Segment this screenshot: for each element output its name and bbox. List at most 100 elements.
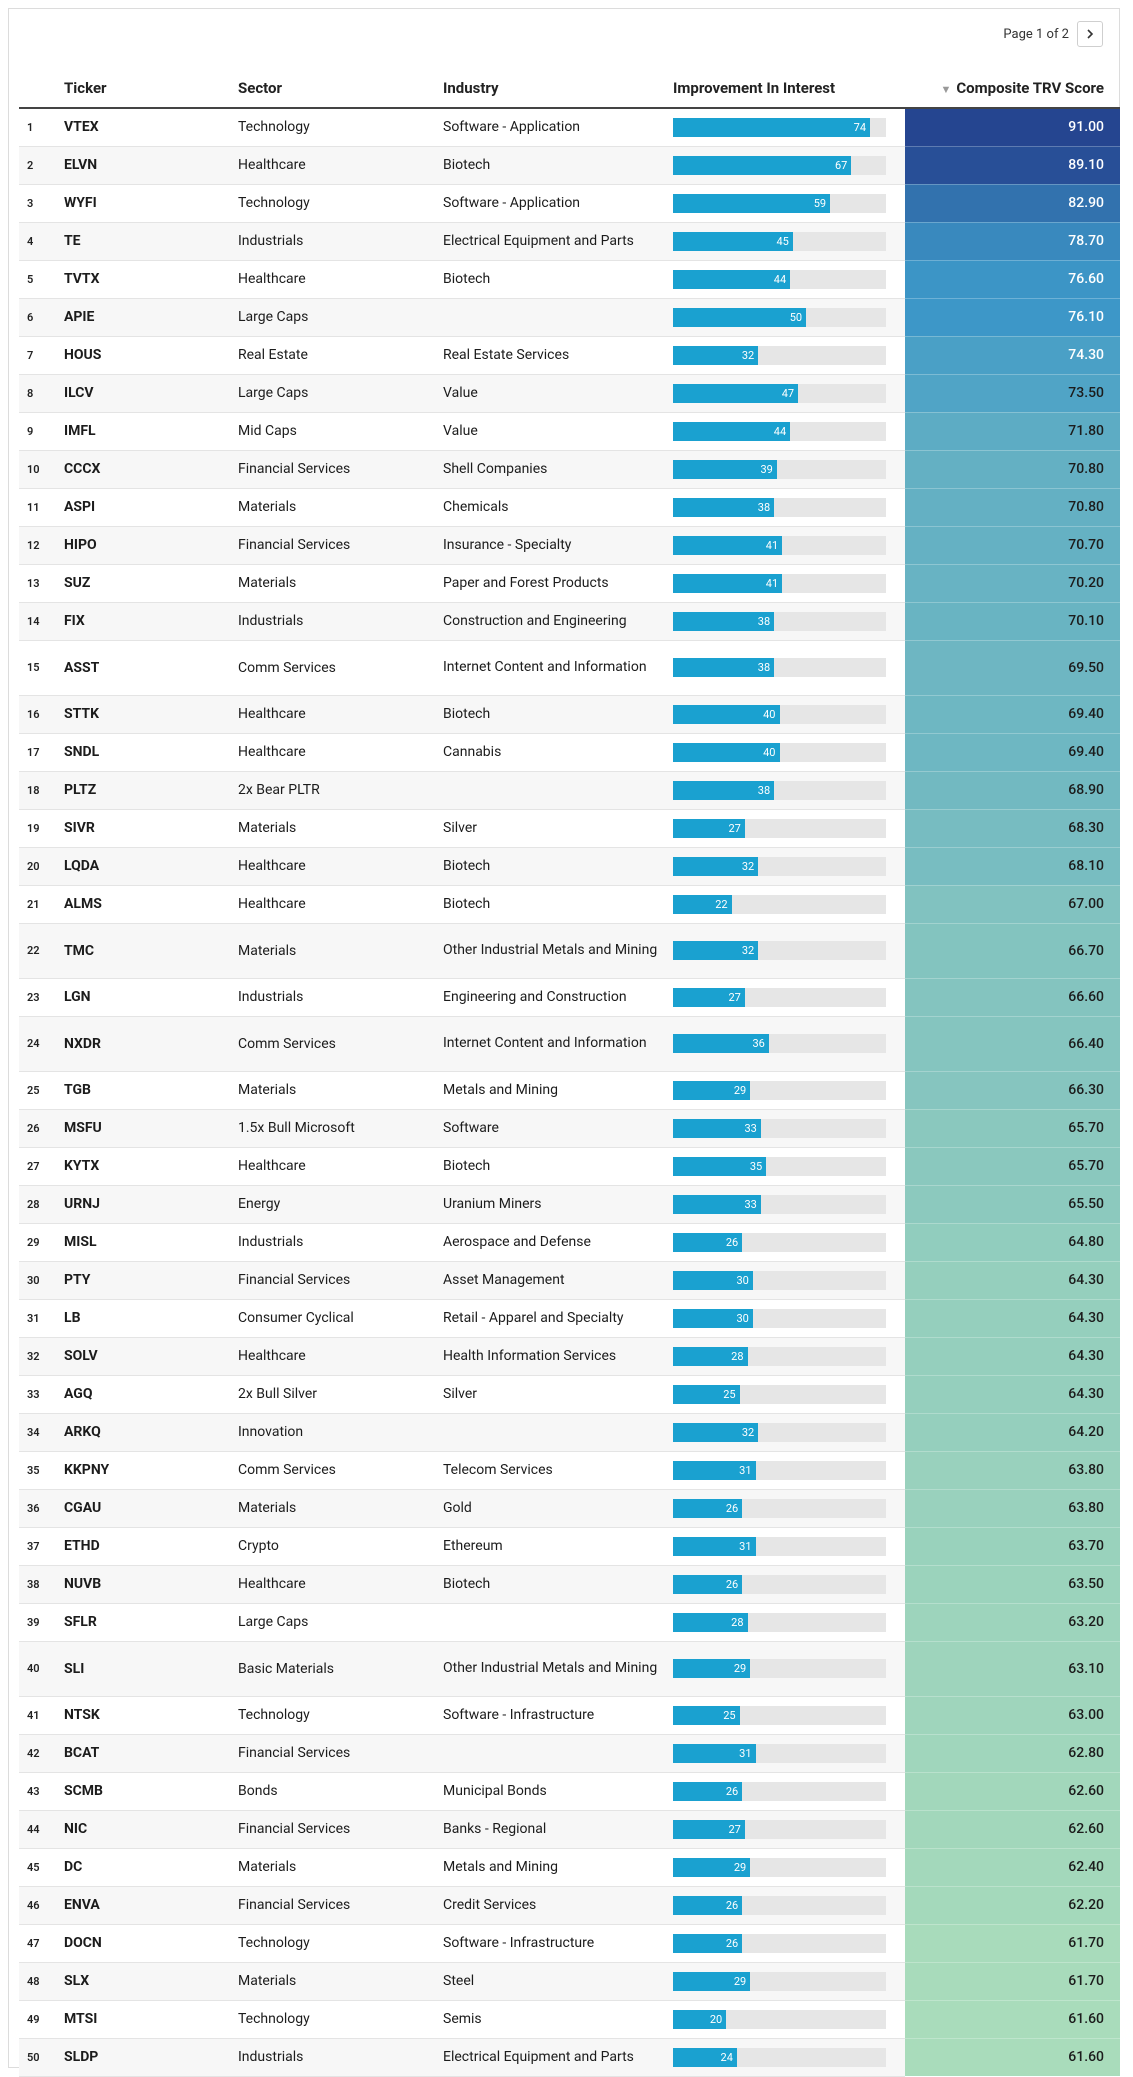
table-row[interactable]: 43 SCMB Bonds Municipal Bonds 26 62.60 (19, 1772, 1120, 1811)
next-page-button[interactable] (1077, 21, 1103, 47)
table-row[interactable]: 36 CGAU Materials Gold 26 63.80 (19, 1489, 1120, 1528)
table-row[interactable]: 47 DOCN Technology Software - Infrastructur… (19, 1924, 1120, 1963)
ticker-cell[interactable]: SCMB (64, 1772, 238, 1811)
table-row[interactable]: 17 SNDL Healthcare Cannabis 40 69.40 (19, 733, 1120, 772)
ticker-cell[interactable]: WYFI (64, 184, 238, 223)
table-row[interactable]: 4 TE Industrials Electrical Equipment and P… (19, 222, 1120, 261)
table-row[interactable]: 50 SLDP Industrials Electrical Equipment an… (19, 2038, 1120, 2077)
ticker-cell[interactable]: MTSI (64, 2000, 238, 2039)
ticker-cell[interactable]: ASPI (64, 488, 238, 527)
ticker-cell[interactable]: SIVR (64, 809, 238, 848)
ticker-cell[interactable]: SOLV (64, 1337, 238, 1376)
table-row[interactable]: 40 SLI Basic Materials Other Industrial Met… (19, 1641, 1120, 1697)
ticker-cell[interactable]: TMC (64, 923, 238, 979)
ticker-cell[interactable]: DOCN (64, 1924, 238, 1963)
ticker-cell[interactable]: LQDA (64, 847, 238, 886)
ticker-cell[interactable]: ASST (64, 640, 238, 696)
ticker-cell[interactable]: ILCV (64, 374, 238, 413)
table-row[interactable]: 26 MSFU 1.5x Bull Microsoft Software 33 65.70 (19, 1109, 1120, 1148)
table-row[interactable]: 2 ELVN Healthcare Biotech 67 89.10 (19, 146, 1120, 185)
ticker-cell[interactable]: NTSK (64, 1696, 238, 1735)
ticker-cell[interactable]: SNDL (64, 733, 238, 772)
table-row[interactable]: 24 NXDR Comm Services Internet Content and … (19, 1016, 1120, 1072)
table-row[interactable]: 1 VTEX Technology Software - Application 74 9… (19, 108, 1120, 147)
table-row[interactable]: 22 TMC Materials Other Industrial Metals an… (19, 923, 1120, 979)
ticker-cell[interactable]: NUVB (64, 1565, 238, 1604)
ticker-cell[interactable]: SFLR (64, 1603, 238, 1642)
table-row[interactable]: 14 FIX Industrials Construction and Enginee… (19, 602, 1120, 641)
table-row[interactable]: 29 MISL Industrials Aerospace and Defense 26… (19, 1223, 1120, 1262)
table-row[interactable]: 3 WYFI Technology Software - Application 59 8… (19, 184, 1120, 223)
ticker-cell[interactable]: CGAU (64, 1489, 238, 1528)
ticker-cell[interactable]: ARKQ (64, 1413, 238, 1452)
ticker-cell[interactable]: MSFU (64, 1109, 238, 1148)
ticker-cell[interactable]: ENVA (64, 1886, 238, 1925)
ticker-cell[interactable]: NIC (64, 1810, 238, 1849)
ticker-cell[interactable]: VTEX (64, 108, 238, 147)
ticker-cell[interactable]: KYTX (64, 1147, 238, 1186)
ticker-cell[interactable]: BCAT (64, 1734, 238, 1773)
ticker-cell[interactable]: MISL (64, 1223, 238, 1262)
table-row[interactable]: 6 APIE Large Caps 50 76.10 (19, 298, 1120, 337)
table-row[interactable]: 27 KYTX Healthcare Biotech 35 65.70 (19, 1147, 1120, 1186)
ticker-cell[interactable]: IMFL (64, 412, 238, 451)
table-row[interactable]: 35 KKPNY Comm Services Telecom Services 31 63… (19, 1451, 1120, 1490)
ticker-cell[interactable]: FIX (64, 602, 238, 641)
table-row[interactable]: 44 NIC Financial Services Banks - Regional 2… (19, 1810, 1120, 1849)
ticker-cell[interactable]: LGN (64, 978, 238, 1017)
table-row[interactable]: 30 PTY Financial Services Asset Management 3… (19, 1261, 1120, 1300)
ticker-cell[interactable]: STTK (64, 695, 238, 734)
table-row[interactable]: 18 PLTZ 2x Bear PLTR 38 68.90 (19, 771, 1120, 810)
table-row[interactable]: 25 TGB Materials Metals and Mining 29 66.30 (19, 1071, 1120, 1110)
table-row[interactable]: 32 SOLV Healthcare Health Information Servi… (19, 1337, 1120, 1376)
table-row[interactable]: 45 DC Materials Metals and Mining 29 62.40 (19, 1848, 1120, 1887)
table-row[interactable]: 33 AGQ 2x Bull Silver Silver 25 64.30 (19, 1375, 1120, 1414)
ticker-cell[interactable]: ALMS (64, 885, 238, 924)
table-row[interactable]: 31 LB Consumer Cyclical Retail - Apparel an… (19, 1299, 1120, 1338)
table-row[interactable]: 11 ASPI Materials Chemicals 38 70.80 (19, 488, 1120, 527)
ticker-cell[interactable]: TGB (64, 1071, 238, 1110)
table-row[interactable]: 20 LQDA Healthcare Biotech 32 68.10 (19, 847, 1120, 886)
ticker-cell[interactable]: HIPO (64, 526, 238, 565)
ticker-cell[interactable]: ELVN (64, 146, 238, 185)
table-row[interactable]: 16 STTK Healthcare Biotech 40 69.40 (19, 695, 1120, 734)
ticker-cell[interactable]: KKPNY (64, 1451, 238, 1490)
ticker-cell[interactable]: URNJ (64, 1185, 238, 1224)
ticker-cell[interactable]: NXDR (64, 1016, 238, 1072)
ticker-cell[interactable]: DC (64, 1848, 238, 1887)
table-row[interactable]: 7 HOUS Real Estate Real Estate Services 32 74… (19, 336, 1120, 375)
table-row[interactable]: 13 SUZ Materials Paper and Forest Products 4… (19, 564, 1120, 603)
table-row[interactable]: 10 CCCX Financial Services Shell Companies 3… (19, 450, 1120, 489)
table-row[interactable]: 19 SIVR Materials Silver 27 68.30 (19, 809, 1120, 848)
ticker-cell[interactable]: AGQ (64, 1375, 238, 1414)
table-row[interactable]: 9 IMFL Mid Caps Value 44 71.80 (19, 412, 1120, 451)
table-row[interactable]: 8 ILCV Large Caps Value 47 73.50 (19, 374, 1120, 413)
table-row[interactable]: 28 URNJ Energy Uranium Miners 33 65.50 (19, 1185, 1120, 1224)
ticker-cell[interactable]: SLDP (64, 2038, 238, 2077)
ticker-cell[interactable]: ETHD (64, 1527, 238, 1566)
header-sector[interactable]: Sector (238, 69, 443, 109)
table-row[interactable]: 21 ALMS Healthcare Biotech 22 67.00 (19, 885, 1120, 924)
table-row[interactable]: 23 LGN Industrials Engineering and Construc… (19, 978, 1120, 1017)
header-score[interactable]: ▼ Composite TRV Score (905, 69, 1120, 109)
table-row[interactable]: 41 NTSK Technology Software - Infrastructur… (19, 1696, 1120, 1735)
header-industry[interactable]: Industry (443, 69, 673, 109)
table-row[interactable]: 46 ENVA Financial Services Credit Services 2… (19, 1886, 1120, 1925)
table-row[interactable]: 38 NUVB Healthcare Biotech 26 63.50 (19, 1565, 1120, 1604)
ticker-cell[interactable]: CCCX (64, 450, 238, 489)
ticker-cell[interactable]: HOUS (64, 336, 238, 375)
ticker-cell[interactable]: TVTX (64, 260, 238, 299)
table-row[interactable]: 39 SFLR Large Caps 28 63.20 (19, 1603, 1120, 1642)
ticker-cell[interactable]: LB (64, 1299, 238, 1338)
ticker-cell[interactable]: PLTZ (64, 771, 238, 810)
table-row[interactable]: 49 MTSI Technology Semis 20 61.60 (19, 2000, 1120, 2039)
table-row[interactable]: 48 SLX Materials Steel 29 61.70 (19, 1962, 1120, 2001)
table-row[interactable]: 12 HIPO Financial Services Insurance - Spec… (19, 526, 1120, 565)
ticker-cell[interactable]: SLX (64, 1962, 238, 2001)
header-ticker[interactable]: Ticker (64, 69, 238, 109)
ticker-cell[interactable]: SUZ (64, 564, 238, 603)
table-row[interactable]: 15 ASST Comm Services Internet Content and … (19, 640, 1120, 696)
ticker-cell[interactable]: PTY (64, 1261, 238, 1300)
table-row[interactable]: 42 BCAT Financial Services 31 62.80 (19, 1734, 1120, 1773)
table-row[interactable]: 5 TVTX Healthcare Biotech 44 76.60 (19, 260, 1120, 299)
